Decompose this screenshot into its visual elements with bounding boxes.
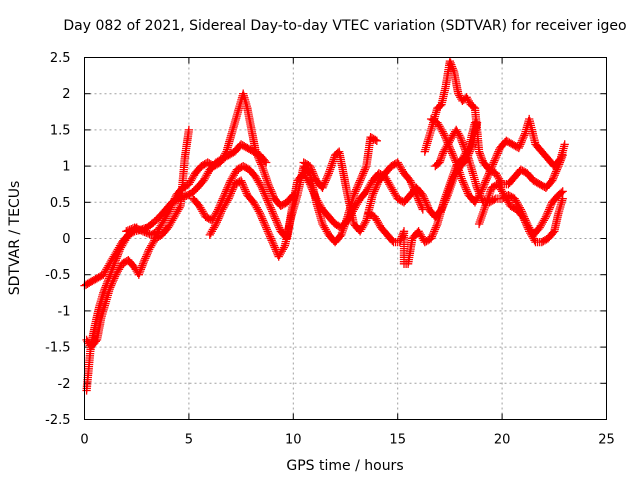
y-tick-label: -2.5 bbox=[45, 413, 70, 428]
y-tick-label: 2.5 bbox=[50, 51, 71, 66]
x-tick-label: 20 bbox=[494, 433, 511, 448]
data-marks bbox=[80, 56, 569, 395]
marker-path bbox=[122, 89, 298, 240]
series-track-12 bbox=[474, 180, 567, 247]
x-tick-label: 0 bbox=[80, 433, 88, 448]
x-tick-label: 15 bbox=[389, 433, 406, 448]
y-tick-label: 1.5 bbox=[50, 123, 71, 138]
marker-path bbox=[205, 132, 381, 261]
series-track-11 bbox=[426, 114, 569, 207]
series-track-2 bbox=[82, 223, 141, 395]
y-tick-label: 0.5 bbox=[50, 196, 71, 211]
chart-title: Day 082 of 2021, Sidereal Day-to-day VTE… bbox=[63, 18, 626, 34]
series-track-7 bbox=[299, 147, 427, 236]
plot-frame bbox=[84, 57, 607, 420]
series-track-4 bbox=[122, 89, 298, 240]
y-tick-label: -0.5 bbox=[45, 268, 70, 283]
y-tick-label: -1 bbox=[58, 304, 71, 319]
x-axis-label: GPS time / hours bbox=[286, 458, 403, 474]
axis-tick-labels: -2.5 -2 -1.5 -1 -0.5 0 0.5 1 1.5 2 2.5 0 5 10 15 20 25 bbox=[45, 51, 615, 448]
grid-lines bbox=[84, 57, 607, 420]
marker-path bbox=[426, 114, 569, 207]
x-tick-label: 25 bbox=[598, 433, 615, 448]
series-track-9 bbox=[420, 56, 567, 192]
y-tick-label: 0 bbox=[62, 232, 70, 247]
x-tick-label: 5 bbox=[185, 433, 193, 448]
y-tick-label: 1 bbox=[62, 160, 70, 175]
marker-path bbox=[299, 147, 427, 236]
marker-path bbox=[474, 180, 567, 247]
marker-path bbox=[82, 223, 141, 395]
y-tick-label: -2 bbox=[58, 377, 71, 392]
series-track-6 bbox=[205, 132, 381, 261]
y-tick-label: -1.5 bbox=[45, 341, 70, 356]
y-axis-label: SDTVAR / TECUs bbox=[7, 181, 23, 296]
y-tick-label: 2 bbox=[62, 87, 70, 102]
x-tick-label: 10 bbox=[285, 433, 302, 448]
marker-path bbox=[420, 56, 567, 192]
